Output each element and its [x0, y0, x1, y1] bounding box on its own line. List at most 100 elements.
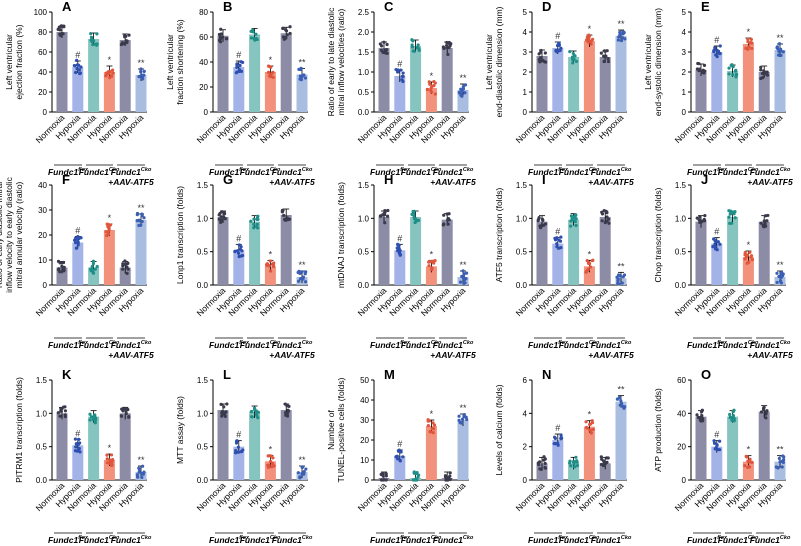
- data-point: [589, 42, 593, 46]
- data-point: [559, 235, 563, 239]
- significance-mark: *: [269, 55, 273, 65]
- group-label: Fundc1Cko: [718, 340, 759, 350]
- data-point: [727, 215, 731, 219]
- significance-mark: #: [555, 31, 560, 41]
- bar: [727, 217, 739, 285]
- data-point: [299, 75, 303, 80]
- significance-mark: #: [75, 428, 80, 438]
- data-point: [733, 216, 737, 220]
- data-point: [396, 457, 400, 461]
- data-point: [543, 457, 547, 461]
- data-point: [734, 68, 738, 72]
- bar: [233, 446, 245, 480]
- data-point: [125, 40, 129, 45]
- data-point: [461, 85, 465, 89]
- data-point: [718, 439, 722, 443]
- bar: [425, 88, 437, 112]
- data-point: [446, 217, 450, 221]
- data-point: [591, 427, 595, 432]
- data-point: [431, 430, 435, 435]
- data-point: [109, 74, 113, 78]
- data-point: [135, 211, 140, 216]
- data-point: [304, 280, 308, 284]
- group-label: Fundc1flox: [48, 340, 89, 350]
- data-point: [605, 460, 609, 464]
- y-tick-label: 0: [682, 108, 687, 117]
- data-point: [250, 409, 254, 414]
- data-point: [428, 82, 432, 86]
- data-point: [747, 260, 751, 264]
- group-label-atf5: +AAV-ATF5: [430, 350, 476, 360]
- data-point: [447, 212, 451, 216]
- group-label: Fundc1Cko: [559, 340, 600, 350]
- data-point: [574, 223, 578, 228]
- bar: [394, 456, 406, 480]
- bar: [599, 463, 611, 480]
- group-label: Fundc1Cko: [401, 535, 442, 545]
- data-point: [762, 69, 766, 73]
- data-point: [386, 208, 390, 213]
- data-point: [400, 74, 405, 78]
- data-point: [777, 42, 782, 46]
- data-point: [779, 53, 783, 57]
- bar: [695, 416, 707, 480]
- group-label: Fundc1Cko: [433, 535, 474, 545]
- data-point: [73, 64, 77, 68]
- data-point: [288, 31, 292, 36]
- data-point: [63, 415, 67, 419]
- panel-letter: J: [701, 172, 708, 187]
- data-point: [255, 414, 259, 418]
- data-point: [269, 459, 273, 464]
- data-point: [774, 465, 778, 469]
- data-point: [718, 51, 722, 56]
- data-point: [127, 415, 131, 419]
- data-point: [268, 454, 272, 458]
- data-point: [397, 449, 402, 453]
- data-point: [59, 407, 63, 411]
- data-point: [759, 68, 763, 72]
- data-point: [284, 36, 288, 40]
- data-point: [780, 465, 784, 469]
- data-point: [591, 258, 595, 262]
- data-point: [219, 215, 223, 219]
- data-point: [236, 450, 241, 454]
- data-point: [730, 221, 734, 225]
- data-point: [108, 458, 112, 462]
- data-point: [396, 242, 400, 246]
- bar: [758, 221, 770, 285]
- data-point: [460, 417, 465, 421]
- data-point: [621, 30, 625, 34]
- data-point: [605, 215, 609, 219]
- data-point: [237, 243, 241, 247]
- data-point: [765, 73, 770, 77]
- bar: [695, 70, 707, 112]
- bar: [264, 72, 276, 112]
- data-point: [446, 476, 451, 480]
- bar: [615, 36, 627, 112]
- data-point: [712, 441, 717, 445]
- data-point: [459, 87, 463, 91]
- significance-mark: *: [108, 443, 112, 453]
- data-point: [95, 264, 99, 269]
- data-point: [383, 210, 387, 214]
- data-point: [587, 260, 591, 265]
- significance-mark: #: [236, 233, 241, 243]
- data-point: [555, 245, 559, 249]
- y-tick-label: 1.0: [197, 214, 209, 223]
- data-point: [236, 445, 240, 449]
- significance-mark: *: [747, 240, 751, 250]
- data-point: [141, 464, 145, 468]
- data-point: [139, 67, 143, 71]
- data-point: [748, 250, 752, 255]
- data-point: [414, 478, 418, 482]
- bar: [264, 461, 276, 480]
- panel-letter: E: [701, 0, 710, 14]
- data-point: [111, 71, 115, 75]
- y-tick-label: 1.0: [358, 68, 370, 77]
- data-point: [383, 48, 387, 52]
- data-point: [417, 46, 421, 51]
- data-point: [123, 259, 127, 263]
- y-tick-label: 0.5: [358, 248, 370, 257]
- data-point: [542, 59, 547, 64]
